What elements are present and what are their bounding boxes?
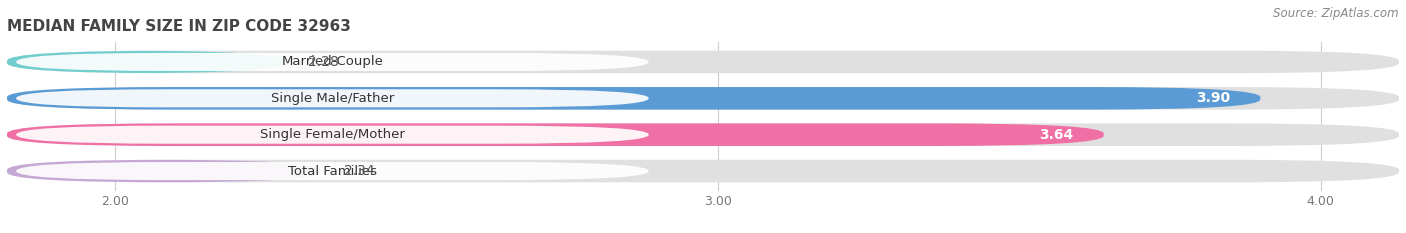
Text: Source: ZipAtlas.com: Source: ZipAtlas.com <box>1274 7 1399 20</box>
Text: Single Female/Mother: Single Female/Mother <box>260 128 405 141</box>
Text: 3.90: 3.90 <box>1197 91 1230 105</box>
FancyBboxPatch shape <box>7 123 1104 146</box>
FancyBboxPatch shape <box>7 51 284 73</box>
Text: Single Male/Father: Single Male/Father <box>271 92 394 105</box>
FancyBboxPatch shape <box>15 126 648 144</box>
Text: Total Families: Total Families <box>288 164 377 178</box>
FancyBboxPatch shape <box>7 87 1260 110</box>
FancyBboxPatch shape <box>7 87 1399 110</box>
FancyBboxPatch shape <box>15 162 648 180</box>
FancyBboxPatch shape <box>15 53 648 71</box>
Text: 2.28: 2.28 <box>308 55 339 69</box>
FancyBboxPatch shape <box>15 89 648 107</box>
FancyBboxPatch shape <box>7 160 321 182</box>
Text: 2.34: 2.34 <box>344 164 375 178</box>
FancyBboxPatch shape <box>7 160 1399 182</box>
Text: 3.64: 3.64 <box>1039 128 1074 142</box>
Text: MEDIAN FAMILY SIZE IN ZIP CODE 32963: MEDIAN FAMILY SIZE IN ZIP CODE 32963 <box>7 19 351 34</box>
FancyBboxPatch shape <box>7 51 1399 73</box>
FancyBboxPatch shape <box>7 123 1399 146</box>
Text: Married-Couple: Married-Couple <box>281 55 384 69</box>
